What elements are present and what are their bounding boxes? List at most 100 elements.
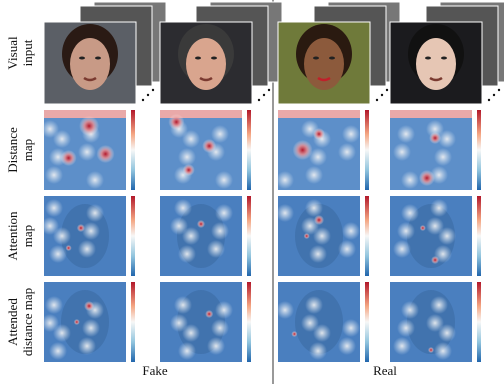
pale-spot bbox=[313, 324, 331, 342]
pale-spot bbox=[182, 130, 200, 148]
heatmap bbox=[160, 110, 251, 190]
pale-spot bbox=[309, 148, 327, 166]
hot-spot bbox=[60, 150, 77, 166]
pale-spot bbox=[426, 120, 444, 138]
visual-input bbox=[389, 1, 504, 105]
pale-spot bbox=[178, 342, 196, 360]
pale-spot bbox=[170, 314, 188, 332]
colorbar bbox=[131, 196, 135, 276]
pale-spot bbox=[434, 148, 452, 166]
pale-spot bbox=[178, 245, 196, 263]
row-label: Attended bbox=[5, 298, 20, 346]
dot bbox=[380, 93, 384, 97]
heatmap bbox=[276, 196, 369, 276]
pale-spot bbox=[309, 342, 327, 360]
face bbox=[416, 38, 456, 90]
pale-spot bbox=[215, 204, 233, 222]
pale-spot bbox=[211, 125, 229, 143]
colorbar bbox=[477, 196, 481, 276]
hot-spot bbox=[429, 132, 442, 144]
pale-spot bbox=[426, 217, 444, 235]
pale-spot bbox=[338, 240, 356, 258]
pale-spot bbox=[305, 166, 323, 184]
pale-spot bbox=[438, 324, 456, 342]
colorbar bbox=[365, 110, 369, 190]
pale-spot bbox=[78, 143, 96, 161]
pale-spot bbox=[426, 314, 444, 332]
pale-spot bbox=[86, 171, 104, 189]
pale-spot bbox=[305, 199, 323, 217]
row-label: Distance bbox=[5, 127, 20, 173]
face bbox=[304, 38, 344, 90]
hot-spot bbox=[314, 215, 324, 225]
hot-spot bbox=[76, 224, 85, 232]
row-label: Attention bbox=[5, 211, 20, 261]
visual-input bbox=[277, 1, 401, 105]
visual-input bbox=[159, 1, 283, 105]
pale-spot bbox=[86, 204, 104, 222]
pale-spot bbox=[313, 227, 331, 245]
heatmap-band bbox=[278, 110, 360, 118]
heatmap bbox=[390, 196, 481, 276]
dot bbox=[141, 98, 145, 102]
pale-spot bbox=[41, 217, 59, 235]
pale-spot bbox=[342, 125, 360, 143]
panels bbox=[41, 1, 504, 362]
heatmap-band bbox=[390, 110, 472, 118]
pale-spot bbox=[338, 143, 356, 161]
hot-spot bbox=[84, 301, 95, 311]
heatmap bbox=[160, 196, 251, 276]
pale-spot bbox=[211, 319, 229, 337]
pale-spot bbox=[401, 204, 419, 222]
hot-spot bbox=[168, 114, 185, 130]
hot-spot bbox=[182, 164, 195, 176]
pale-spot bbox=[45, 199, 63, 217]
colorbar bbox=[247, 282, 251, 362]
dot bbox=[146, 93, 150, 97]
hot-spot bbox=[291, 331, 298, 337]
visual-input bbox=[43, 1, 167, 105]
pale-spot bbox=[434, 342, 452, 360]
hot-spot bbox=[431, 256, 440, 264]
row-label: map bbox=[20, 139, 35, 161]
pale-spot bbox=[182, 324, 200, 342]
pale-spot bbox=[174, 199, 192, 217]
colorbar bbox=[365, 282, 369, 362]
heatmap bbox=[390, 282, 481, 362]
pale-spot bbox=[342, 319, 360, 337]
dot bbox=[151, 88, 155, 92]
colorbar bbox=[365, 196, 369, 276]
pale-spot bbox=[401, 171, 419, 189]
heatmap bbox=[41, 196, 135, 276]
eye bbox=[329, 56, 335, 60]
face bbox=[186, 38, 226, 90]
hot-spot bbox=[65, 245, 72, 251]
colorbar bbox=[477, 110, 481, 190]
column-label: Fake bbox=[142, 363, 168, 378]
heatmap-band bbox=[44, 110, 126, 118]
mouth bbox=[429, 76, 443, 82]
dot bbox=[262, 93, 266, 97]
hot-spot bbox=[303, 233, 310, 239]
hot-spot bbox=[79, 116, 100, 136]
pale-spot bbox=[78, 337, 96, 355]
heatmap bbox=[160, 282, 251, 362]
pale-spot bbox=[276, 171, 294, 189]
heatmap-band bbox=[160, 110, 242, 118]
hot-spot bbox=[428, 347, 434, 353]
mouth bbox=[83, 76, 97, 82]
colorbar bbox=[477, 282, 481, 362]
pale-spot bbox=[397, 125, 415, 143]
pale-spot bbox=[45, 166, 63, 184]
row-label: map bbox=[20, 225, 35, 247]
dot bbox=[492, 93, 496, 97]
pale-spot bbox=[438, 227, 456, 245]
pale-spot bbox=[49, 342, 67, 360]
pale-spot bbox=[215, 301, 233, 319]
eye bbox=[211, 56, 217, 60]
pale-spot bbox=[438, 130, 456, 148]
eye bbox=[313, 56, 319, 60]
row-label: distance map bbox=[20, 288, 35, 356]
pale-spot bbox=[430, 199, 448, 217]
